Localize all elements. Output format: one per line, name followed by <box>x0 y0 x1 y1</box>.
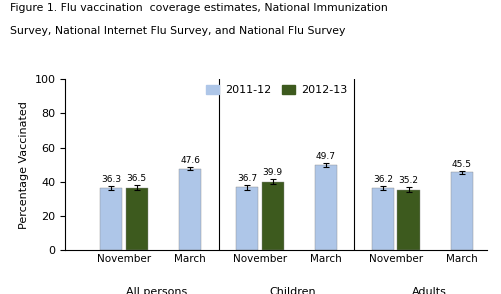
Text: Children: Children <box>269 288 316 294</box>
Text: 39.9: 39.9 <box>262 168 282 177</box>
Text: 47.6: 47.6 <box>180 156 200 165</box>
Legend: 2011-12, 2012-13: 2011-12, 2012-13 <box>205 85 347 95</box>
Bar <box>450 172 472 250</box>
Text: 45.5: 45.5 <box>451 160 471 168</box>
Bar <box>179 169 201 250</box>
Text: Figure 1. Flu vaccination  coverage estimates, National Immunization: Figure 1. Flu vaccination coverage estim… <box>10 3 387 13</box>
Bar <box>371 188 393 250</box>
Text: 49.7: 49.7 <box>316 152 335 161</box>
Text: Survey, National Internet Flu Survey, and National Flu Survey: Survey, National Internet Flu Survey, an… <box>10 26 345 36</box>
Bar <box>100 188 122 250</box>
Text: Adults: Adults <box>411 288 445 294</box>
Bar <box>397 190 419 250</box>
Text: 35.2: 35.2 <box>398 176 418 185</box>
Bar <box>261 182 283 250</box>
Bar <box>125 188 147 250</box>
Y-axis label: Percentage Vaccinated: Percentage Vaccinated <box>19 101 29 228</box>
Text: All persons: All persons <box>126 288 187 294</box>
Text: 36.5: 36.5 <box>126 174 146 183</box>
Text: 36.2: 36.2 <box>372 175 392 184</box>
Text: 36.7: 36.7 <box>236 174 257 183</box>
Bar <box>235 187 258 250</box>
Text: 36.3: 36.3 <box>101 175 121 184</box>
Bar <box>314 165 337 250</box>
